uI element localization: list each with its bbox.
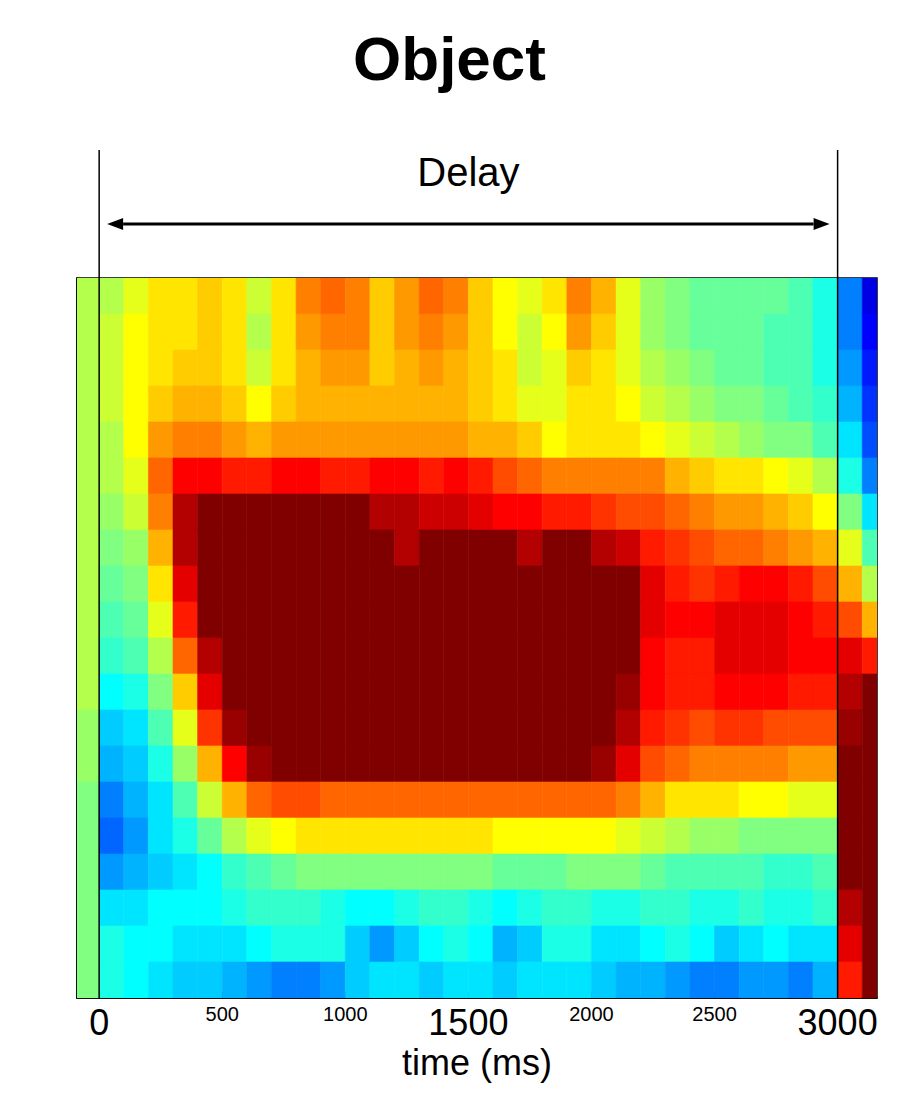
svg-text:Object: Object <box>353 24 546 93</box>
svg-text:Delay: Delay <box>417 150 519 194</box>
svg-text:2500: 2500 <box>692 1003 737 1025</box>
svg-text:2000: 2000 <box>569 1003 614 1025</box>
svg-text:3000: 3000 <box>798 1002 878 1043</box>
svg-text:500: 500 <box>206 1003 239 1025</box>
svg-text:1500: 1500 <box>428 1002 508 1043</box>
svg-text:0: 0 <box>89 1002 109 1043</box>
svg-text:time (ms): time (ms) <box>402 1042 552 1083</box>
svg-text:1000: 1000 <box>323 1003 368 1025</box>
